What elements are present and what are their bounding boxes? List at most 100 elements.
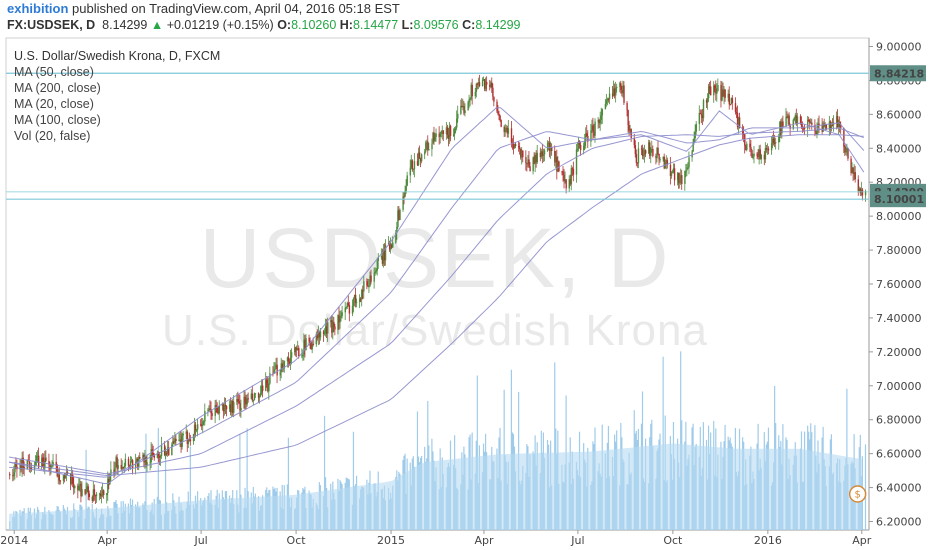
candle-body (167, 447, 169, 454)
x-tick-label: Jul (570, 534, 584, 547)
candle-body (477, 82, 480, 85)
candle-body (534, 155, 536, 164)
candle-body (843, 127, 845, 147)
candle-body (612, 88, 615, 97)
candle-body (189, 439, 192, 442)
candle-body (88, 493, 90, 498)
candle-body (550, 147, 552, 151)
candle-body (568, 179, 571, 189)
candle-body (860, 189, 863, 194)
candle-body (344, 307, 346, 313)
price-label-bg (870, 65, 926, 82)
candle-body (243, 396, 245, 408)
x-tick-label: Apr (852, 534, 872, 547)
candle-body (540, 151, 543, 157)
candle-body (851, 167, 853, 173)
candle-body (575, 149, 578, 175)
candle-body (815, 131, 817, 135)
candle-body (57, 474, 60, 477)
candle-body (431, 143, 433, 150)
candle-body (686, 167, 688, 171)
candle-body (157, 452, 160, 456)
volume-bar (680, 351, 682, 530)
candle-body (710, 86, 712, 96)
candle-body (470, 84, 472, 99)
candle-body (547, 142, 550, 144)
candle-body (403, 196, 405, 198)
low-value: 8.09576 (413, 18, 459, 32)
candle-body (23, 467, 25, 469)
candle-body (564, 179, 566, 181)
legend-item-ma50[interactable]: MA (50, close) (14, 65, 94, 79)
candle-body (99, 493, 102, 497)
candle-body (604, 103, 607, 110)
candle-body (788, 115, 790, 126)
candle-body (186, 431, 189, 444)
candle-body (859, 188, 862, 194)
watermark-name: U.S. Dollar/Swedish Krona (162, 306, 708, 355)
candle-body (634, 145, 637, 155)
candle-body (114, 467, 116, 475)
candle-body (425, 142, 427, 152)
candle-body (391, 244, 393, 248)
candle-body (864, 190, 867, 196)
candle-body (766, 148, 769, 150)
candle-body (701, 115, 704, 119)
candle-body (224, 405, 227, 407)
candle-body (449, 125, 452, 136)
candle-body (442, 130, 445, 135)
candle-body (399, 209, 401, 220)
candle-body (319, 331, 322, 338)
volume-bar (189, 446, 191, 530)
candle-body (392, 242, 394, 248)
candle-body (346, 302, 349, 308)
candle-body (440, 131, 442, 134)
candle-body (402, 196, 404, 210)
price-label: 8.10001 (874, 193, 924, 206)
candle-body (476, 83, 479, 85)
candle-body (852, 167, 854, 174)
candle-body (22, 457, 24, 468)
candle-body (304, 339, 306, 351)
publish-info: published on TradingView.com, April 04, … (68, 1, 400, 16)
candle-body (218, 405, 221, 414)
x-tick-label: Oct (663, 534, 683, 547)
candle-body (12, 475, 14, 477)
candle-body (765, 148, 768, 150)
candle-body (404, 190, 406, 197)
candle-body (605, 100, 608, 104)
candle-body (474, 92, 477, 97)
candle-body (808, 119, 810, 122)
candle-body (678, 173, 680, 184)
candle-body (51, 465, 53, 467)
legend-item-ma20[interactable]: MA (20, close) (14, 97, 94, 111)
open-value: 8.10260 (291, 18, 337, 32)
candle-body (504, 130, 506, 133)
candle-body (708, 86, 711, 88)
candle-body (723, 89, 725, 97)
candle-body (428, 149, 430, 151)
author-link[interactable]: exhibition (7, 1, 69, 16)
candle-body (396, 226, 398, 233)
candle-body (828, 121, 831, 130)
candle-body (318, 331, 321, 338)
candle-body (87, 486, 89, 494)
candle-body (576, 148, 579, 150)
candle-body (29, 467, 32, 469)
candle-body (63, 475, 66, 479)
candle-body (526, 163, 528, 165)
legend-item-ma200[interactable]: MA (200, close) (14, 81, 101, 95)
legend-item-vol[interactable]: Vol (20, false) (14, 129, 91, 143)
volume-bar (662, 356, 664, 530)
candle-body (70, 473, 72, 484)
candle-body (160, 445, 163, 457)
candle-body (381, 256, 384, 264)
candle-body (445, 127, 448, 135)
candle-body (363, 281, 365, 292)
candle-body (332, 322, 334, 333)
candle-body (302, 354, 304, 356)
candle-body (489, 84, 491, 87)
y-tick-label: 7.00000 (876, 380, 922, 393)
legend-item-ma100[interactable]: MA (100, close) (14, 113, 101, 127)
